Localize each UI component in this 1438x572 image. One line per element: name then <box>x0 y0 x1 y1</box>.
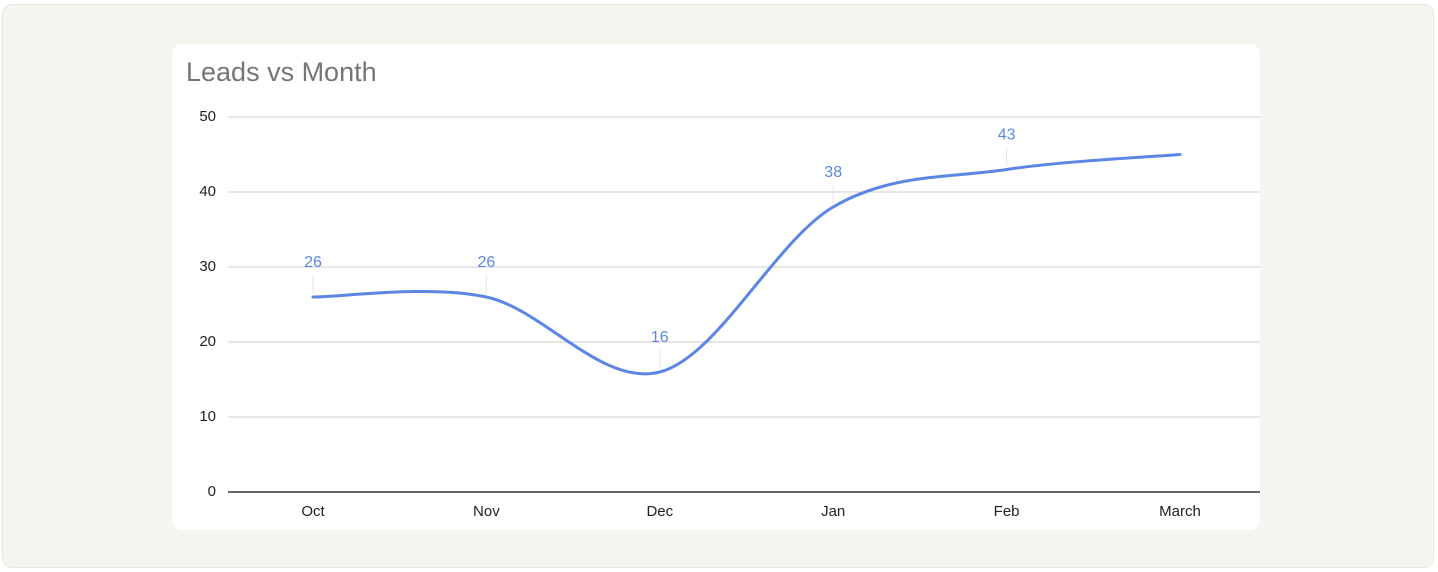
x-tick-label: Dec <box>646 503 673 520</box>
y-tick-label: 20 <box>199 333 216 350</box>
x-tick-label: Oct <box>301 503 325 520</box>
data-label: 38 <box>824 164 842 181</box>
y-tick-label: 40 <box>199 183 216 200</box>
data-label: 26 <box>478 254 496 271</box>
y-tick-label: 0 <box>208 483 216 500</box>
x-tick-label: Jan <box>821 503 845 520</box>
y-tick-label: 10 <box>199 408 216 425</box>
data-line <box>311 153 1182 376</box>
y-tick-label: 30 <box>199 258 216 275</box>
chart-title: Leads vs Month <box>186 57 377 87</box>
chart-card <box>172 44 1260 530</box>
x-tick-label: March <box>1159 503 1201 520</box>
data-label: 43 <box>998 127 1016 144</box>
data-label: 16 <box>651 329 669 346</box>
data-label: 26 <box>304 254 322 271</box>
x-tick-label: Nov <box>473 503 500 520</box>
x-tick-label: Feb <box>994 503 1020 520</box>
y-tick-label: 50 <box>199 108 216 125</box>
